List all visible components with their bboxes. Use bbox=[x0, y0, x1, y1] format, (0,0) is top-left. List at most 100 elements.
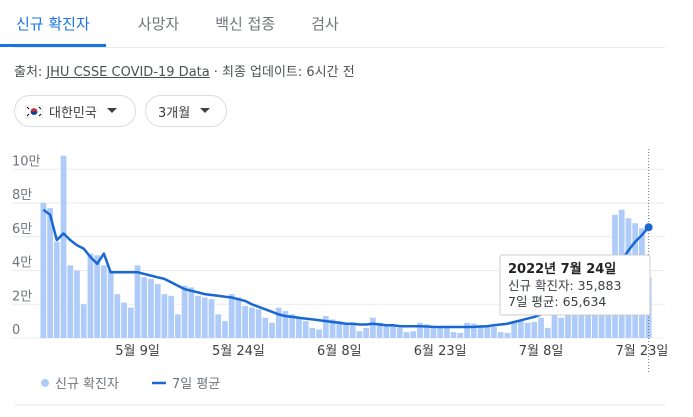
bar bbox=[134, 265, 141, 338]
bar bbox=[511, 321, 517, 338]
bar bbox=[248, 307, 255, 338]
bar bbox=[60, 155, 67, 338]
bar bbox=[450, 332, 457, 338]
bar bbox=[457, 332, 464, 338]
flag-icon bbox=[25, 104, 43, 118]
bar bbox=[201, 297, 208, 338]
bar bbox=[154, 284, 161, 338]
tooltip-line: 7일 평균: 65,634 bbox=[508, 294, 606, 309]
bar bbox=[127, 307, 134, 338]
tab[interactable]: 검사 bbox=[311, 15, 339, 33]
bar bbox=[175, 314, 181, 338]
bar bbox=[444, 327, 450, 338]
tooltip-line: 신규 확진자: 35,883 bbox=[508, 278, 621, 293]
region-dropdown[interactable]: 대한민국 bbox=[14, 95, 136, 127]
bar bbox=[544, 327, 551, 338]
bar bbox=[343, 322, 349, 338]
bar bbox=[107, 270, 114, 338]
bar bbox=[396, 327, 403, 338]
region-label: 대한민국 bbox=[49, 105, 97, 121]
bar bbox=[504, 332, 511, 338]
bar bbox=[403, 332, 410, 338]
bar bbox=[383, 324, 390, 338]
bar bbox=[255, 309, 262, 338]
y-tick-label: 10만 bbox=[12, 154, 41, 169]
bar bbox=[316, 329, 322, 338]
source-link[interactable]: JHU CSSE COVID-19 Data bbox=[46, 65, 210, 80]
tab[interactable]: 사망자 bbox=[137, 15, 180, 33]
bar bbox=[40, 203, 47, 338]
bar bbox=[235, 297, 242, 338]
dropdown-arrow bbox=[106, 108, 117, 113]
bar bbox=[370, 317, 376, 338]
dropdown-arrow bbox=[200, 108, 211, 113]
bar bbox=[302, 321, 309, 338]
bar bbox=[181, 285, 188, 338]
bar bbox=[605, 294, 612, 338]
bar bbox=[538, 317, 544, 338]
bar bbox=[47, 208, 53, 338]
source-prefix: 출처: bbox=[14, 65, 43, 80]
bar bbox=[275, 307, 282, 338]
bar bbox=[551, 304, 558, 338]
bar bbox=[141, 277, 148, 338]
bar bbox=[242, 305, 248, 338]
bar bbox=[262, 317, 269, 338]
bar bbox=[336, 321, 343, 338]
bar bbox=[67, 265, 74, 338]
bar bbox=[497, 332, 504, 338]
bar bbox=[356, 331, 363, 338]
chart: 0 2만 4만 6만 8만 10만 5월 9일 5월 24일 6월 8일 6월 23일 7월 8일 7… bbox=[12, 149, 668, 406]
bar bbox=[269, 322, 275, 338]
y-tick-label: 4만 bbox=[12, 256, 32, 271]
bar bbox=[208, 299, 215, 338]
bar bbox=[228, 294, 235, 338]
bar bbox=[430, 326, 437, 338]
bar bbox=[168, 295, 175, 338]
bar bbox=[349, 324, 356, 338]
tooltip-title: 2022년 7월 24일 bbox=[508, 261, 616, 277]
legend-marker bbox=[41, 379, 49, 387]
y-tick-label: 6만 bbox=[12, 222, 32, 237]
tab-bar: 신규 확진자 사망자 백신 접종 검사 bbox=[0, 0, 665, 48]
bar bbox=[470, 323, 477, 338]
period-dropdown[interactable]: 3개월 bbox=[145, 95, 227, 127]
bar bbox=[417, 322, 423, 338]
source-suffix: · 최종 업데이트: 6시간 전 bbox=[213, 65, 355, 80]
bar bbox=[363, 327, 370, 338]
bar bbox=[524, 322, 531, 338]
x-tick-label: 7월 8일 bbox=[519, 344, 564, 359]
bar bbox=[282, 311, 289, 338]
bar bbox=[329, 319, 336, 338]
x-tick-label: 5월 24일 bbox=[212, 344, 265, 359]
tooltip-box bbox=[499, 254, 651, 316]
bar bbox=[464, 322, 470, 338]
x-tick-label: 7월 23일 bbox=[615, 344, 668, 359]
y-tick-label: 2만 bbox=[12, 289, 32, 304]
tab[interactable]: 신규 확진자 bbox=[0, 0, 106, 47]
bar bbox=[423, 324, 430, 338]
source-line: 출처: JHU CSSE COVID-19 Data · 최종 업데이트: 6시간 … bbox=[14, 61, 355, 80]
hover-point bbox=[644, 223, 653, 232]
bar bbox=[531, 321, 538, 338]
bar bbox=[94, 255, 101, 338]
y-tick-label: 0 bbox=[12, 323, 20, 338]
bar bbox=[517, 321, 524, 338]
bar bbox=[289, 314, 296, 338]
legend-label: 신규 확진자 bbox=[55, 377, 119, 392]
x-tick-label: 6월 8일 bbox=[317, 344, 362, 359]
bar bbox=[296, 317, 302, 338]
bar bbox=[437, 326, 444, 338]
bar bbox=[477, 325, 484, 338]
bar bbox=[309, 327, 316, 338]
tab[interactable]: 백신 접종 bbox=[215, 15, 276, 33]
bar bbox=[484, 326, 491, 338]
bar bbox=[322, 316, 329, 338]
x-tick-label: 5월 9일 bbox=[115, 344, 160, 359]
bar bbox=[87, 253, 94, 338]
bar bbox=[491, 327, 497, 338]
bar bbox=[188, 287, 195, 338]
bar bbox=[101, 265, 107, 338]
bar bbox=[222, 321, 228, 338]
